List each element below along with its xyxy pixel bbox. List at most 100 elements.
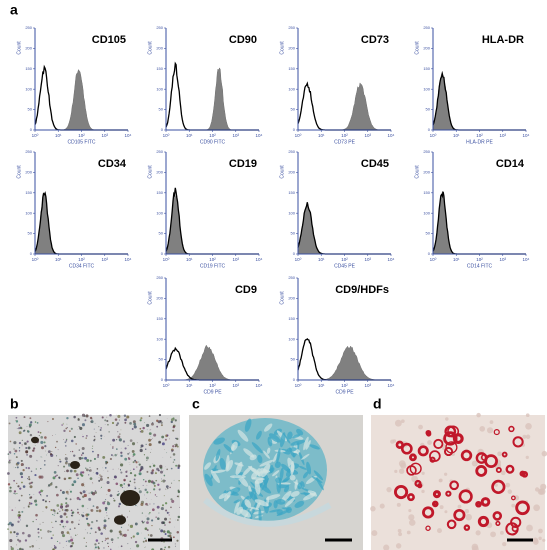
grain <box>145 502 148 506</box>
stain <box>204 462 212 470</box>
grain <box>52 534 54 536</box>
grain <box>138 461 140 463</box>
grain <box>141 520 144 523</box>
grain <box>120 545 123 548</box>
nucleus <box>505 482 511 488</box>
grain <box>31 545 34 548</box>
lipid-droplet <box>493 429 500 436</box>
grain <box>38 434 40 437</box>
grain <box>45 507 48 509</box>
grain <box>165 488 167 490</box>
grain <box>158 512 160 514</box>
y-tick-label: 200 <box>423 45 430 50</box>
y-tick-label: 250 <box>288 25 295 30</box>
x-axis-label: CD14 FITC <box>467 263 493 269</box>
grain <box>59 489 62 492</box>
grain <box>159 528 161 530</box>
grain <box>95 432 97 433</box>
grain <box>39 523 41 525</box>
grain <box>161 504 164 507</box>
grain <box>38 548 40 549</box>
grain <box>52 513 54 516</box>
grain <box>70 509 73 512</box>
grain <box>81 471 85 474</box>
grain <box>166 511 169 514</box>
histogram: 0 50 100 150 200 250 10⁰ 10¹ 10² 10³ 10⁴ Count CD45 … <box>279 149 394 269</box>
stain <box>280 482 291 485</box>
nucleus <box>526 524 533 532</box>
grain <box>109 457 113 461</box>
grain <box>170 467 173 470</box>
stain <box>230 441 238 451</box>
grain <box>127 444 129 446</box>
grain <box>89 459 92 462</box>
stain <box>290 490 300 497</box>
grain <box>14 467 16 469</box>
y-tick-label: 100 <box>288 336 295 341</box>
lipid-droplet <box>432 490 441 499</box>
grain <box>76 496 80 500</box>
grain <box>34 499 38 503</box>
grain <box>85 517 89 520</box>
grain <box>124 457 128 461</box>
lipid-droplet <box>501 451 508 458</box>
histogram: 0 50 100 150 200 250 10⁰ 10¹ 10² 10³ 10⁴ Count CD73 … <box>279 25 394 145</box>
nucleus <box>522 434 527 439</box>
grain <box>168 521 171 524</box>
grain <box>18 447 21 449</box>
grain <box>118 502 122 506</box>
grain <box>69 545 72 548</box>
x-tick-label: 10⁴ <box>256 257 263 262</box>
x-tick-label: 10¹ <box>186 257 193 262</box>
grain <box>114 418 118 421</box>
grain <box>162 470 164 472</box>
grain <box>18 539 22 543</box>
nucleus <box>457 504 462 509</box>
grain <box>123 478 126 482</box>
grain <box>85 414 89 418</box>
grain <box>104 467 107 469</box>
grain <box>132 461 135 464</box>
grain <box>40 436 44 439</box>
grain <box>35 503 38 506</box>
grain <box>144 488 147 492</box>
grain <box>7 483 11 486</box>
nucleus <box>445 417 449 421</box>
nucleus <box>507 489 513 494</box>
lipid-droplet <box>511 525 519 532</box>
plot-title: CD105 <box>92 34 126 46</box>
grain <box>111 421 115 425</box>
grain <box>14 507 16 509</box>
grain <box>131 428 134 430</box>
grain <box>157 420 161 424</box>
grain <box>120 447 122 449</box>
grain <box>51 435 53 436</box>
isotype-histogram <box>297 81 391 131</box>
grain <box>53 514 55 516</box>
grain <box>130 537 133 539</box>
grain <box>54 512 56 514</box>
grain <box>85 529 86 531</box>
stain <box>294 479 298 490</box>
grain <box>113 499 116 502</box>
grain <box>104 539 106 542</box>
grain <box>165 485 169 489</box>
x-tick-label: 10¹ <box>318 257 325 262</box>
grain <box>18 516 21 519</box>
grain <box>176 445 179 448</box>
grain <box>102 467 104 469</box>
grain <box>162 479 166 483</box>
grain <box>139 468 143 471</box>
grain <box>53 545 56 547</box>
grain <box>148 438 152 442</box>
y-tick-label: 200 <box>156 295 163 300</box>
grain <box>140 444 144 448</box>
grain <box>32 449 34 452</box>
grain <box>106 502 111 506</box>
grain <box>151 422 154 426</box>
y-tick-label: 100 <box>156 86 163 91</box>
x-tick-label: 10² <box>476 257 483 262</box>
grain <box>173 444 175 445</box>
grain <box>115 424 118 427</box>
y-tick-label: 100 <box>25 86 32 91</box>
